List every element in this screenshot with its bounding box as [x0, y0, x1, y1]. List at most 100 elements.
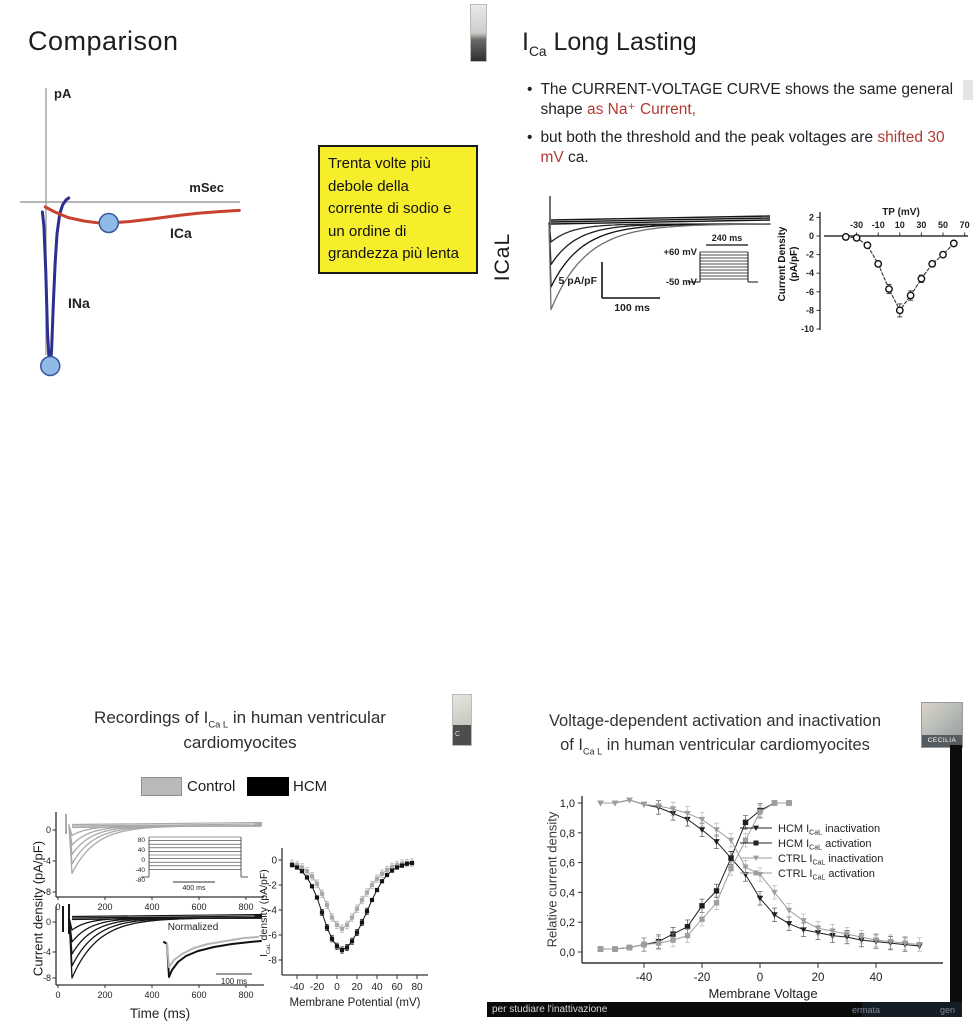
title-text: cardiomyocites	[183, 733, 297, 753]
bullet-item: • The CURRENT-VOLTAGE CURVE shows the sa…	[527, 80, 959, 120]
screen-artifact	[963, 80, 973, 100]
svg-text:800: 800	[238, 990, 253, 1000]
svg-text:400: 400	[144, 990, 159, 1000]
title-text: of I	[560, 735, 583, 754]
webcam-name-label: CECILIA	[922, 735, 962, 747]
svg-text:80: 80	[411, 982, 423, 993]
ica-bullet-list: • The CURRENT-VOLTAGE CURVE shows the sa…	[527, 80, 959, 177]
svg-text:200: 200	[97, 902, 112, 912]
svg-text:0,6: 0,6	[560, 858, 575, 870]
video-caption-bar: per studiare l'inattivazione ermata gen	[487, 1002, 962, 1017]
svg-text:-10: -10	[872, 220, 885, 230]
svg-text:0: 0	[757, 972, 763, 984]
svg-text:70: 70	[960, 220, 970, 230]
svg-text:0: 0	[46, 825, 51, 835]
svg-text:-8: -8	[268, 956, 277, 967]
svg-text:60: 60	[391, 982, 403, 993]
bullet-text: The CURRENT-VOLTAGE CURVE shows the same…	[540, 81, 954, 119]
svg-text:0,4: 0,4	[560, 887, 575, 899]
caption-text: per studiare l'inattivazione	[492, 1004, 608, 1015]
right-black-bar	[950, 745, 962, 1003]
webcam-thumbnail-bottom-left[interactable]: C	[452, 694, 472, 746]
ica-slide-title: ICa Long Lasting	[522, 28, 697, 59]
svg-text:1,0: 1,0	[560, 798, 575, 810]
svg-text:20: 20	[812, 972, 825, 984]
svg-text:-8: -8	[806, 305, 814, 315]
ical-axis-side-label: ICaL	[491, 232, 514, 282]
svg-text:400 ms: 400 ms	[183, 885, 206, 892]
svg-text:-2: -2	[268, 881, 277, 892]
svg-text:-80: -80	[136, 877, 146, 884]
svg-text:CTRL ICaL inactivation: CTRL ICaL inactivation	[778, 853, 883, 867]
bullet-item: • but both the threshold and the peak vo…	[527, 128, 959, 168]
svg-text:-4: -4	[43, 947, 51, 957]
annotation-note: Trenta volte più debole della corrente d…	[318, 145, 478, 274]
svg-text:Membrane Potential (mV): Membrane Potential (mV)	[289, 997, 420, 1009]
svg-text:600: 600	[191, 902, 206, 912]
svg-text:Normalized: Normalized	[168, 922, 219, 933]
svg-text:0: 0	[809, 231, 814, 241]
caption-fragment: gen	[940, 1005, 956, 1015]
title-subscript: Ca L	[583, 746, 603, 757]
svg-text:mSec: mSec	[189, 180, 224, 195]
svg-text:-8: -8	[43, 973, 51, 983]
comparison-slide-title: Comparison	[28, 26, 179, 56]
bullet-text: ca.	[563, 149, 589, 167]
svg-text:40: 40	[870, 972, 883, 984]
svg-text:80: 80	[138, 837, 146, 844]
svg-text:-8: -8	[43, 887, 51, 897]
title-subscript: Ca L	[208, 719, 229, 730]
svg-text:+60 mV: +60 mV	[663, 247, 697, 258]
title-text: I	[522, 28, 529, 56]
svg-text:-2: -2	[806, 250, 814, 260]
svg-text:600: 600	[191, 990, 206, 1000]
svg-text:Membrane Voltage: Membrane Voltage	[708, 986, 817, 1001]
legend-swatch-hcm	[247, 777, 289, 796]
svg-text:pA: pA	[54, 86, 72, 101]
webcam-thumbnail-top[interactable]	[470, 4, 487, 62]
svg-text:TP (mV): TP (mV)	[882, 207, 920, 218]
iv-curve-chart: 2 0 -2 -4 -6 -8 -10 -30 -10 10 30 50 70 TP (mV)	[801, 207, 970, 334]
svg-text:100 ms: 100 ms	[614, 302, 650, 314]
svg-text:HCM ICaL activation: HCM ICaL activation	[778, 838, 872, 852]
legend-swatch-control	[141, 777, 182, 796]
svg-text:ICa: ICa	[170, 225, 192, 241]
bullet-marker: •	[527, 129, 533, 147]
bullet-text-red: as Na⁺ Current,	[586, 101, 696, 119]
svg-text:-20: -20	[694, 972, 711, 984]
svg-text:0: 0	[334, 982, 340, 993]
svg-text:-40: -40	[636, 972, 653, 984]
svg-text:-4: -4	[806, 268, 814, 278]
caption-fragment: ermata	[852, 1005, 881, 1015]
caption-bar-right-segment	[862, 1002, 962, 1017]
hcm-traces-panel: 0 -4 -8 0 200 400 600 800 Normalized 100 ms Time (…	[43, 904, 264, 1021]
svg-text:40: 40	[371, 982, 383, 993]
svg-text:-10: -10	[801, 324, 814, 334]
svg-text:0: 0	[55, 990, 60, 1000]
svg-text:INa: INa	[68, 295, 90, 311]
title-text: Recordings of I	[94, 708, 209, 727]
bullet-text-red: shifted 30 mV	[540, 129, 945, 167]
svg-text:0: 0	[46, 917, 51, 927]
svg-text:HCM ICaL inactivation: HCM ICaL inactivation	[778, 823, 880, 837]
title-text: Voltage-dependent activation and inactiv…	[548, 712, 882, 730]
svg-text:-4: -4	[43, 856, 51, 866]
webcam-thumbnail-cecilia[interactable]: CECILIA	[921, 702, 963, 748]
svg-text:0: 0	[271, 856, 277, 867]
svg-text:Time (ms): Time (ms)	[130, 1006, 190, 1021]
svg-text:0: 0	[141, 857, 145, 864]
svg-text:-4: -4	[268, 906, 277, 917]
svg-text:0: 0	[55, 902, 60, 912]
svg-text:200: 200	[97, 990, 112, 1000]
ical-traces-figure: 5 pA/pF 100 ms +60 mV -50 mV 240 ms	[548, 196, 771, 314]
svg-text:100 ms: 100 ms	[221, 977, 247, 986]
svg-text:CTRL ICaL activation: CTRL ICaL activation	[778, 868, 875, 882]
title-text: in human ventricular	[228, 708, 386, 727]
svg-text:5 pA/pF: 5 pA/pF	[559, 275, 598, 287]
legend-label-hcm: HCM	[293, 778, 328, 795]
svg-text:-20: -20	[310, 982, 325, 993]
activation-inactivation-chart: 1,0 0,8 0,6 0,4 0,2 0,0 -40 -20 0 20 40 Membrane Vo…	[560, 796, 943, 1001]
iv-membrane-chart: 0 -2 -4 -6 -8 -40 -20 0 20 40 60 80 Membrane Potenti…	[268, 848, 428, 1009]
